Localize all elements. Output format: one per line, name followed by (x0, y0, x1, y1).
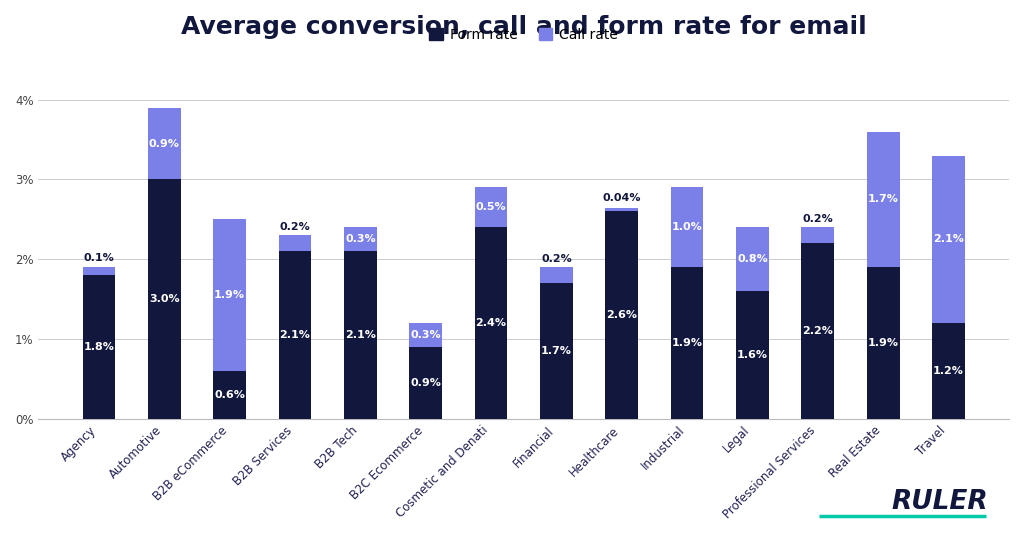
Legend: Form rate, Call rate: Form rate, Call rate (429, 28, 618, 42)
Bar (475, 188, 508, 227)
Text: 0.5%: 0.5% (476, 203, 507, 212)
Text: 0.3%: 0.3% (411, 330, 441, 340)
Text: 0.9%: 0.9% (148, 138, 180, 148)
Bar (802, 243, 835, 419)
Bar (83, 276, 116, 419)
Bar (671, 188, 703, 267)
Bar (213, 371, 246, 419)
Bar (147, 180, 180, 419)
Text: 2.2%: 2.2% (803, 326, 834, 336)
Text: RULER: RULER (892, 488, 988, 515)
Bar (867, 131, 899, 267)
Bar (671, 267, 703, 419)
Title: Average conversion, call and form rate for email: Average conversion, call and form rate f… (181, 15, 866, 39)
Text: 2.6%: 2.6% (606, 310, 637, 320)
Text: 2.4%: 2.4% (475, 318, 507, 328)
Text: 3.0%: 3.0% (148, 294, 179, 304)
Text: 1.9%: 1.9% (214, 290, 245, 300)
Bar (605, 211, 638, 419)
Bar (213, 219, 246, 371)
Bar (279, 235, 311, 251)
Bar (344, 227, 377, 251)
Text: 0.2%: 0.2% (541, 254, 571, 264)
Text: 0.2%: 0.2% (803, 214, 834, 224)
Text: 1.2%: 1.2% (933, 366, 964, 376)
Bar (932, 323, 965, 419)
Text: 1.7%: 1.7% (867, 195, 899, 204)
Text: 0.6%: 0.6% (214, 390, 245, 400)
Text: 0.04%: 0.04% (602, 193, 641, 204)
Text: 1.0%: 1.0% (672, 222, 702, 233)
Bar (147, 108, 180, 180)
Text: 1.8%: 1.8% (84, 342, 115, 352)
Text: 2.1%: 2.1% (280, 330, 310, 340)
Bar (932, 155, 965, 323)
Bar (736, 291, 769, 419)
Text: 0.1%: 0.1% (84, 252, 115, 263)
Text: 0.8%: 0.8% (737, 254, 768, 264)
Bar (475, 227, 508, 419)
Bar (540, 283, 572, 419)
Bar (410, 347, 442, 419)
Bar (605, 208, 638, 211)
Bar (802, 227, 835, 243)
Bar (736, 227, 769, 291)
Text: 0.3%: 0.3% (345, 234, 376, 244)
Bar (540, 267, 572, 283)
Text: 1.9%: 1.9% (867, 338, 899, 348)
Bar (344, 251, 377, 419)
Bar (83, 267, 116, 276)
Text: 2.1%: 2.1% (345, 330, 376, 340)
Text: 1.6%: 1.6% (737, 350, 768, 360)
Bar (867, 267, 899, 419)
Text: 1.9%: 1.9% (672, 338, 702, 348)
Text: 0.9%: 0.9% (411, 378, 441, 388)
Bar (279, 251, 311, 419)
Text: 2.1%: 2.1% (933, 234, 964, 244)
Text: 0.2%: 0.2% (280, 222, 310, 232)
Bar (410, 323, 442, 347)
Text: 1.7%: 1.7% (541, 346, 571, 356)
